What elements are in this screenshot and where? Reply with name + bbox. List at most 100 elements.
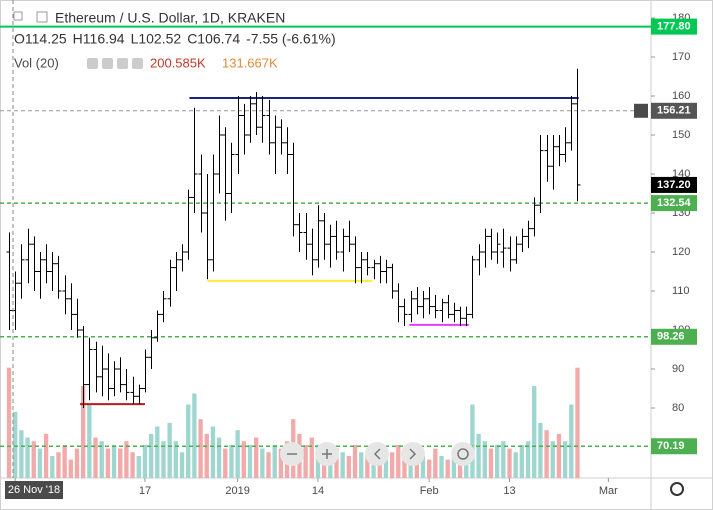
volume-bar: [550, 441, 555, 478]
level-label-box: [651, 18, 697, 35]
volume-bar: [439, 455, 444, 478]
volume-bar: [50, 455, 55, 478]
volume-bar: [148, 433, 154, 478]
y-tick-label: 150: [672, 129, 690, 141]
volume-bar: [488, 448, 494, 478]
volume-bar: [389, 452, 395, 478]
volume-bar: [328, 455, 333, 478]
volume-bar: [118, 448, 123, 478]
volume-bar: [93, 437, 98, 478]
volume-bar: [470, 404, 475, 478]
volume-bar: [210, 426, 216, 478]
volume-bar: [457, 455, 463, 478]
icon[interactable]: [132, 58, 143, 69]
y-tick-label: 90: [672, 363, 684, 375]
volume-bar: [260, 448, 265, 478]
volume-bar: [346, 455, 352, 478]
volume-label: Vol (20): [14, 55, 59, 70]
y-tick-label: 170: [672, 51, 690, 63]
volume-bar: [427, 459, 432, 478]
x-tick-label: Mar: [599, 485, 618, 497]
volume-bar: [278, 448, 284, 478]
volume-bar: [513, 452, 518, 478]
collapse-icon[interactable]: [13, 11, 23, 21]
volume-bar: [525, 441, 531, 478]
volume-ma: 131.667K: [222, 55, 278, 70]
volume-bar: [216, 437, 222, 478]
volume-bar: [383, 459, 389, 478]
volume-value: 200.585K: [150, 55, 206, 70]
axis-layer: 809010011012013014015016017018026 Nov '1…: [5, 12, 697, 499]
volume-bar: [142, 444, 148, 478]
volume-bar: [167, 422, 172, 478]
volume-bar: [179, 452, 185, 478]
ohlc-value: L102.52: [131, 31, 182, 47]
volume-bar: [105, 448, 111, 478]
volume-bar: [266, 452, 271, 478]
ohlc-header: O114.25 H116.94 L102.52 C106.74 -7.55 (-6.61…: [14, 31, 336, 47]
volume-bar: [241, 441, 246, 478]
icon[interactable]: [117, 58, 128, 69]
volume-bar: [451, 452, 457, 478]
volume-bar: [136, 455, 141, 478]
volume-bar: [204, 433, 209, 478]
x-tick-label: 13: [503, 485, 515, 497]
volume-bar: [538, 422, 543, 478]
level-label: 156.21: [657, 105, 691, 117]
icon[interactable]: [102, 58, 113, 69]
volume-bar: [476, 433, 481, 478]
volume-bar: [37, 448, 43, 478]
x-tick-label: 26 Nov '18: [8, 484, 60, 496]
volume-bar: [43, 433, 49, 478]
volume-bar: [377, 455, 382, 478]
level-label: 177.80: [657, 21, 691, 33]
volume-bar: [494, 444, 500, 478]
volume-bar: [81, 386, 86, 478]
volume-bar: [235, 430, 240, 478]
settings-icon[interactable]: [36, 11, 48, 23]
volume-bar: [562, 441, 568, 478]
volume-bar: [62, 444, 67, 478]
level-label: 98.26: [657, 331, 685, 343]
volume-bar: [31, 441, 36, 478]
volume-bar: [420, 455, 426, 478]
volume-bar: [56, 452, 61, 478]
volume-bar: [111, 444, 117, 478]
settings-gear[interactable]: [670, 482, 684, 496]
volume-bar: [19, 430, 24, 478]
volume-bar: [124, 441, 129, 478]
x-tick-label: 17: [139, 485, 151, 497]
volume-bar: [247, 444, 253, 478]
volume-bar: [340, 452, 345, 478]
control-glyphs: [287, 448, 469, 460]
y-tick-label: 160: [672, 90, 690, 102]
scroll-right[interactable]: [401, 442, 425, 466]
volume-bar: [186, 404, 191, 478]
reset[interactable]: [451, 442, 475, 466]
y-tick-label: 120: [672, 246, 690, 258]
glyphs: [287, 448, 417, 460]
x-tick-label: Feb: [420, 485, 439, 497]
volume-bar: [575, 367, 580, 478]
reset-glyph: [457, 448, 469, 460]
scroll-left[interactable]: [365, 442, 389, 466]
volume-bar: [229, 444, 234, 478]
volume-bar: [445, 459, 450, 478]
volume-bar: [74, 448, 80, 478]
volume-bar: [254, 437, 259, 478]
volume-bar: [130, 452, 135, 478]
y-tick-label: 80: [672, 402, 684, 414]
x-tick-label: 2019: [225, 485, 249, 497]
volume-bar: [161, 441, 166, 478]
volume-bar: [359, 452, 364, 478]
ohlc-value: C106.74: [187, 31, 240, 47]
volume-bar: [569, 404, 574, 478]
level-label-box: [651, 195, 697, 212]
volume-bar: [6, 367, 12, 478]
icon[interactable]: [87, 58, 98, 69]
y-tick-label: 110: [672, 285, 690, 297]
ohlc-value: O114.25: [14, 31, 67, 47]
volume-bar: [25, 437, 30, 478]
